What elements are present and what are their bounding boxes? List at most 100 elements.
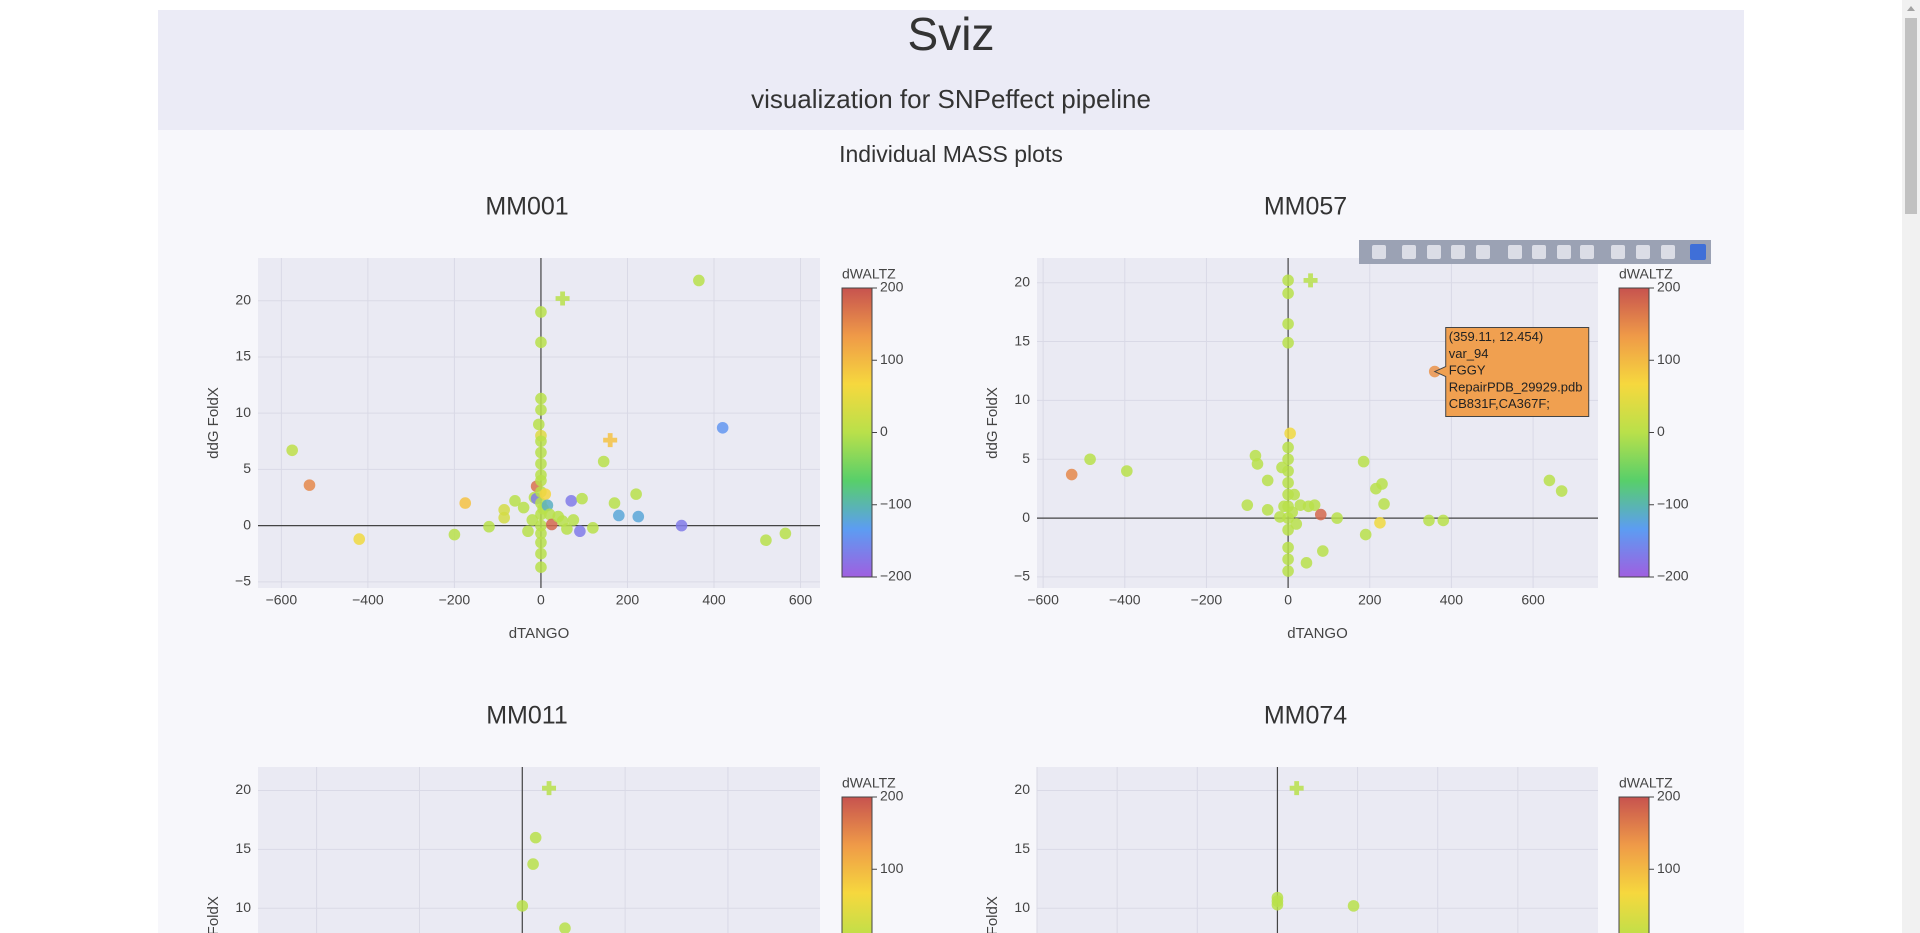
point bbox=[559, 922, 571, 933]
x-tick-label: 600 bbox=[1521, 592, 1545, 608]
point bbox=[1282, 565, 1294, 577]
point bbox=[535, 457, 547, 470]
point bbox=[1282, 465, 1294, 477]
colorbar bbox=[841, 796, 873, 933]
point-cross bbox=[555, 291, 570, 306]
modebar-logo[interactable] bbox=[1690, 244, 1706, 260]
modebar-button[interactable] bbox=[1508, 245, 1522, 259]
point bbox=[567, 514, 580, 526]
point bbox=[448, 528, 461, 541]
point bbox=[517, 501, 530, 514]
scatter-chart: MM011−400−2000200400−505101520dTANGOddG … bbox=[205, 702, 904, 933]
point bbox=[535, 536, 547, 549]
point bbox=[535, 547, 547, 560]
point bbox=[532, 418, 545, 431]
point bbox=[1286, 506, 1298, 519]
point bbox=[1314, 508, 1327, 521]
point bbox=[539, 488, 552, 500]
y-tick-label: −5 bbox=[1014, 568, 1030, 584]
chart-title: MM057 bbox=[1264, 193, 1347, 221]
point bbox=[535, 435, 547, 448]
modebar-button[interactable] bbox=[1402, 245, 1416, 259]
tooltip-box bbox=[1433, 327, 1590, 418]
modebar-button[interactable] bbox=[1611, 245, 1625, 259]
point bbox=[535, 527, 547, 540]
plot-area bbox=[258, 767, 820, 933]
charts: MM001−600 −400 −200 0 200 400 600−505101520dTA… bbox=[205, 193, 1689, 933]
point bbox=[1282, 553, 1294, 566]
point bbox=[675, 519, 688, 532]
scatter-chart: MM001 −600 −400 −200 0 200 400 600 −5 0 5 10 15 20 dTA… bbox=[205, 193, 912, 642]
point bbox=[1282, 476, 1294, 489]
scroll-up-arrow[interactable] bbox=[1907, 6, 1915, 11]
scrollbar-track[interactable] bbox=[1902, 0, 1920, 933]
point bbox=[630, 488, 642, 500]
colorbar-tick-label: 200 bbox=[1657, 788, 1681, 804]
section-title: Individual MASS plots bbox=[839, 141, 1063, 167]
point bbox=[1261, 474, 1274, 487]
point bbox=[1555, 485, 1568, 497]
x-tick-label: 600 bbox=[789, 592, 813, 608]
point bbox=[561, 523, 573, 535]
modebar-button[interactable] bbox=[1532, 245, 1546, 259]
point bbox=[483, 520, 495, 533]
modebar-button[interactable] bbox=[1451, 245, 1465, 259]
x-axis-title: dTANGO bbox=[509, 625, 570, 642]
point bbox=[1357, 455, 1370, 468]
x-tick-label: −200 bbox=[439, 592, 471, 608]
point bbox=[1378, 498, 1390, 510]
scatter-chart: MM074−600−400−2000200400600−505101520dTA… bbox=[984, 702, 1681, 933]
y-axis-title: ddG FoldX bbox=[984, 387, 1001, 459]
point-cross bbox=[1289, 781, 1304, 796]
point bbox=[535, 336, 547, 349]
point bbox=[535, 403, 547, 416]
point bbox=[597, 455, 610, 468]
x-tick-label: −400 bbox=[1109, 592, 1141, 608]
header-band bbox=[158, 10, 1744, 130]
point-cross bbox=[603, 433, 618, 448]
point bbox=[1331, 512, 1343, 524]
x-tick-label: −600 bbox=[1027, 592, 1059, 608]
x-tick-label: −200 bbox=[1191, 592, 1223, 608]
scrollbar-thumb[interactable] bbox=[1905, 18, 1917, 214]
colorbar-tick-label: −200 bbox=[880, 568, 912, 584]
colorbar-tick-label: 100 bbox=[880, 351, 904, 367]
colorbar-tick-label: 200 bbox=[880, 788, 904, 804]
y-axis-title: ddG FoldX bbox=[984, 896, 1001, 933]
colorbar-tick-label: −200 bbox=[1657, 568, 1689, 584]
colorbar-tick-label: 200 bbox=[1657, 279, 1681, 295]
colorbar bbox=[1618, 287, 1650, 578]
point bbox=[760, 534, 772, 547]
y-tick-label: −5 bbox=[235, 573, 251, 589]
point bbox=[576, 492, 588, 505]
y-tick-label: 5 bbox=[243, 460, 251, 476]
modebar-button[interactable] bbox=[1580, 245, 1594, 259]
colorbar bbox=[841, 287, 873, 578]
point bbox=[1282, 318, 1294, 330]
y-tick-label: 15 bbox=[1014, 332, 1030, 348]
tooltip-line: RepairPDB_29929.pdb bbox=[1449, 379, 1583, 394]
modebar-button[interactable] bbox=[1636, 245, 1650, 259]
point bbox=[522, 525, 534, 538]
modebar-button[interactable] bbox=[1476, 245, 1490, 259]
colorbar-tick-label: 200 bbox=[880, 279, 904, 295]
modebar-button[interactable] bbox=[1661, 245, 1675, 259]
colorbar-title: dWALTZ bbox=[1619, 775, 1673, 791]
modebar-button[interactable] bbox=[1557, 245, 1571, 259]
modebar-button[interactable] bbox=[1427, 245, 1441, 259]
point bbox=[535, 306, 547, 318]
y-tick-label: 10 bbox=[235, 404, 251, 420]
point bbox=[1284, 427, 1296, 440]
x-axis-title: dTANGO bbox=[1287, 625, 1348, 642]
point bbox=[535, 446, 547, 459]
point bbox=[1374, 517, 1386, 529]
point bbox=[565, 495, 578, 507]
modebar-button[interactable] bbox=[1372, 245, 1386, 259]
y-tick-label: 15 bbox=[1014, 840, 1030, 856]
point bbox=[516, 900, 529, 912]
y-tick-label: 15 bbox=[235, 840, 251, 856]
x-tick-label: −600 bbox=[266, 592, 298, 608]
plot-area bbox=[1037, 767, 1598, 933]
point bbox=[1359, 528, 1372, 541]
page-title: Sviz bbox=[908, 8, 995, 60]
